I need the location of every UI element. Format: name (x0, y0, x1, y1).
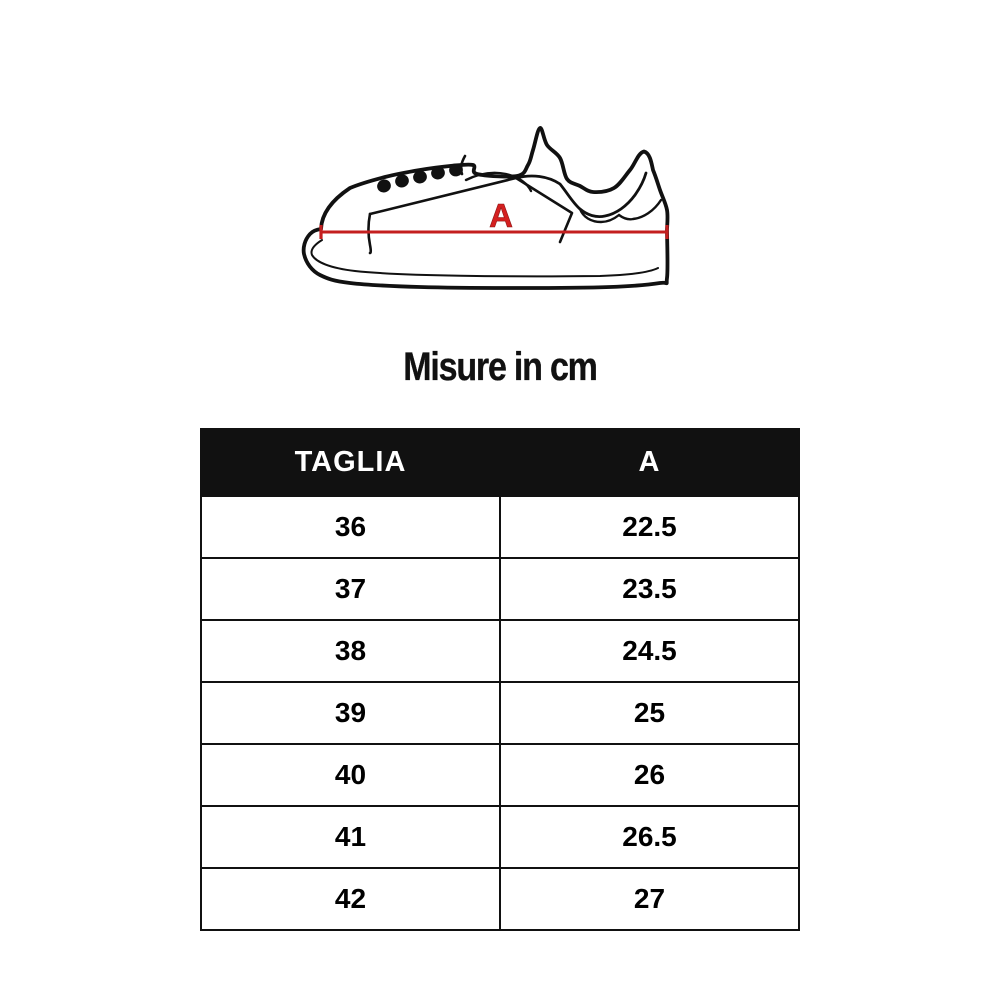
svg-text:A: A (489, 197, 513, 234)
